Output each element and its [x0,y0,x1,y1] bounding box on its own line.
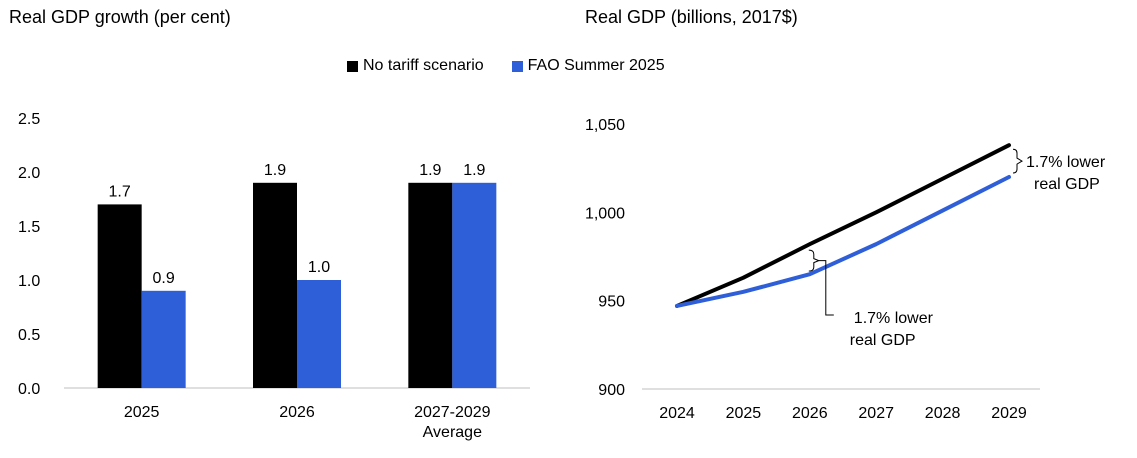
annotation-text: 1.7% lower [854,310,934,327]
legend-item-fao: FAO Summer 2025 [511,57,665,75]
legend-item-no-tariff: No tariff scenario [347,57,484,75]
legend-swatch-fao [511,60,523,72]
data-label: 1.7 [109,183,131,200]
data-label: 1.0 [308,259,330,276]
legend: No tariff scenario FAO Summer 2025 [347,57,693,75]
y-tick-label: 0.5 [18,327,40,344]
series-line [675,175,1011,308]
annotation-bracket [808,249,821,272]
bar-chart: 0.0 0.5 1.0 1.5 2.0 2.5 1.7 0.9 2025 1.9 1.0 2026 1.… [18,111,530,441]
bar [253,182,297,388]
annotation-text: 1.7% lower [1026,154,1106,171]
x-tick-label: 2025 [124,404,160,421]
data-label: 1.9 [419,162,441,179]
y-tick-label: 950 [598,294,625,311]
x-tick-label: 2026 [792,405,828,422]
data-label: 1.9 [463,162,485,179]
y-tick-label: 1.0 [18,273,40,290]
y-tick-label: 1,050 [585,117,625,134]
data-label: 1.9 [264,162,286,179]
y-tick-label: 900 [598,382,625,399]
annotation-bracket [1012,148,1023,174]
annotation-text: real GDP [850,332,916,349]
x-tick-label: 2024 [659,405,695,422]
y-tick-label: 2.5 [18,111,40,128]
annotation-leader [818,260,834,316]
series-line [675,143,1011,308]
bar-chart-title: Real GDP growth (per cent) [9,7,231,27]
x-tick-label: 2029 [991,405,1027,422]
x-tick-label: 2026 [279,404,315,421]
y-tick-label: 1,000 [585,205,625,222]
bar [297,280,341,388]
x-tick-label: Average [423,424,482,441]
x-tick-label: 2027-2029 [414,404,491,421]
data-label: 0.9 [153,270,175,287]
legend-label-no-tariff: No tariff scenario [363,57,484,74]
line-chart-title: Real GDP (billions, 2017$) [585,7,798,27]
bar [452,182,497,388]
legend-label-fao: FAO Summer 2025 [527,57,665,74]
bar [97,204,142,388]
x-tick-label: 2028 [925,405,961,422]
x-tick-label: 2025 [726,405,762,422]
x-tick-label: 2027 [858,405,894,422]
bar [141,290,186,388]
bar [408,182,453,388]
y-tick-label: 0.0 [18,381,40,398]
annotation-text: real GDP [1034,176,1100,193]
y-tick-label: 2.0 [18,165,40,182]
legend-swatch-no-tariff [347,60,358,72]
y-tick-label: 1.5 [18,219,40,236]
